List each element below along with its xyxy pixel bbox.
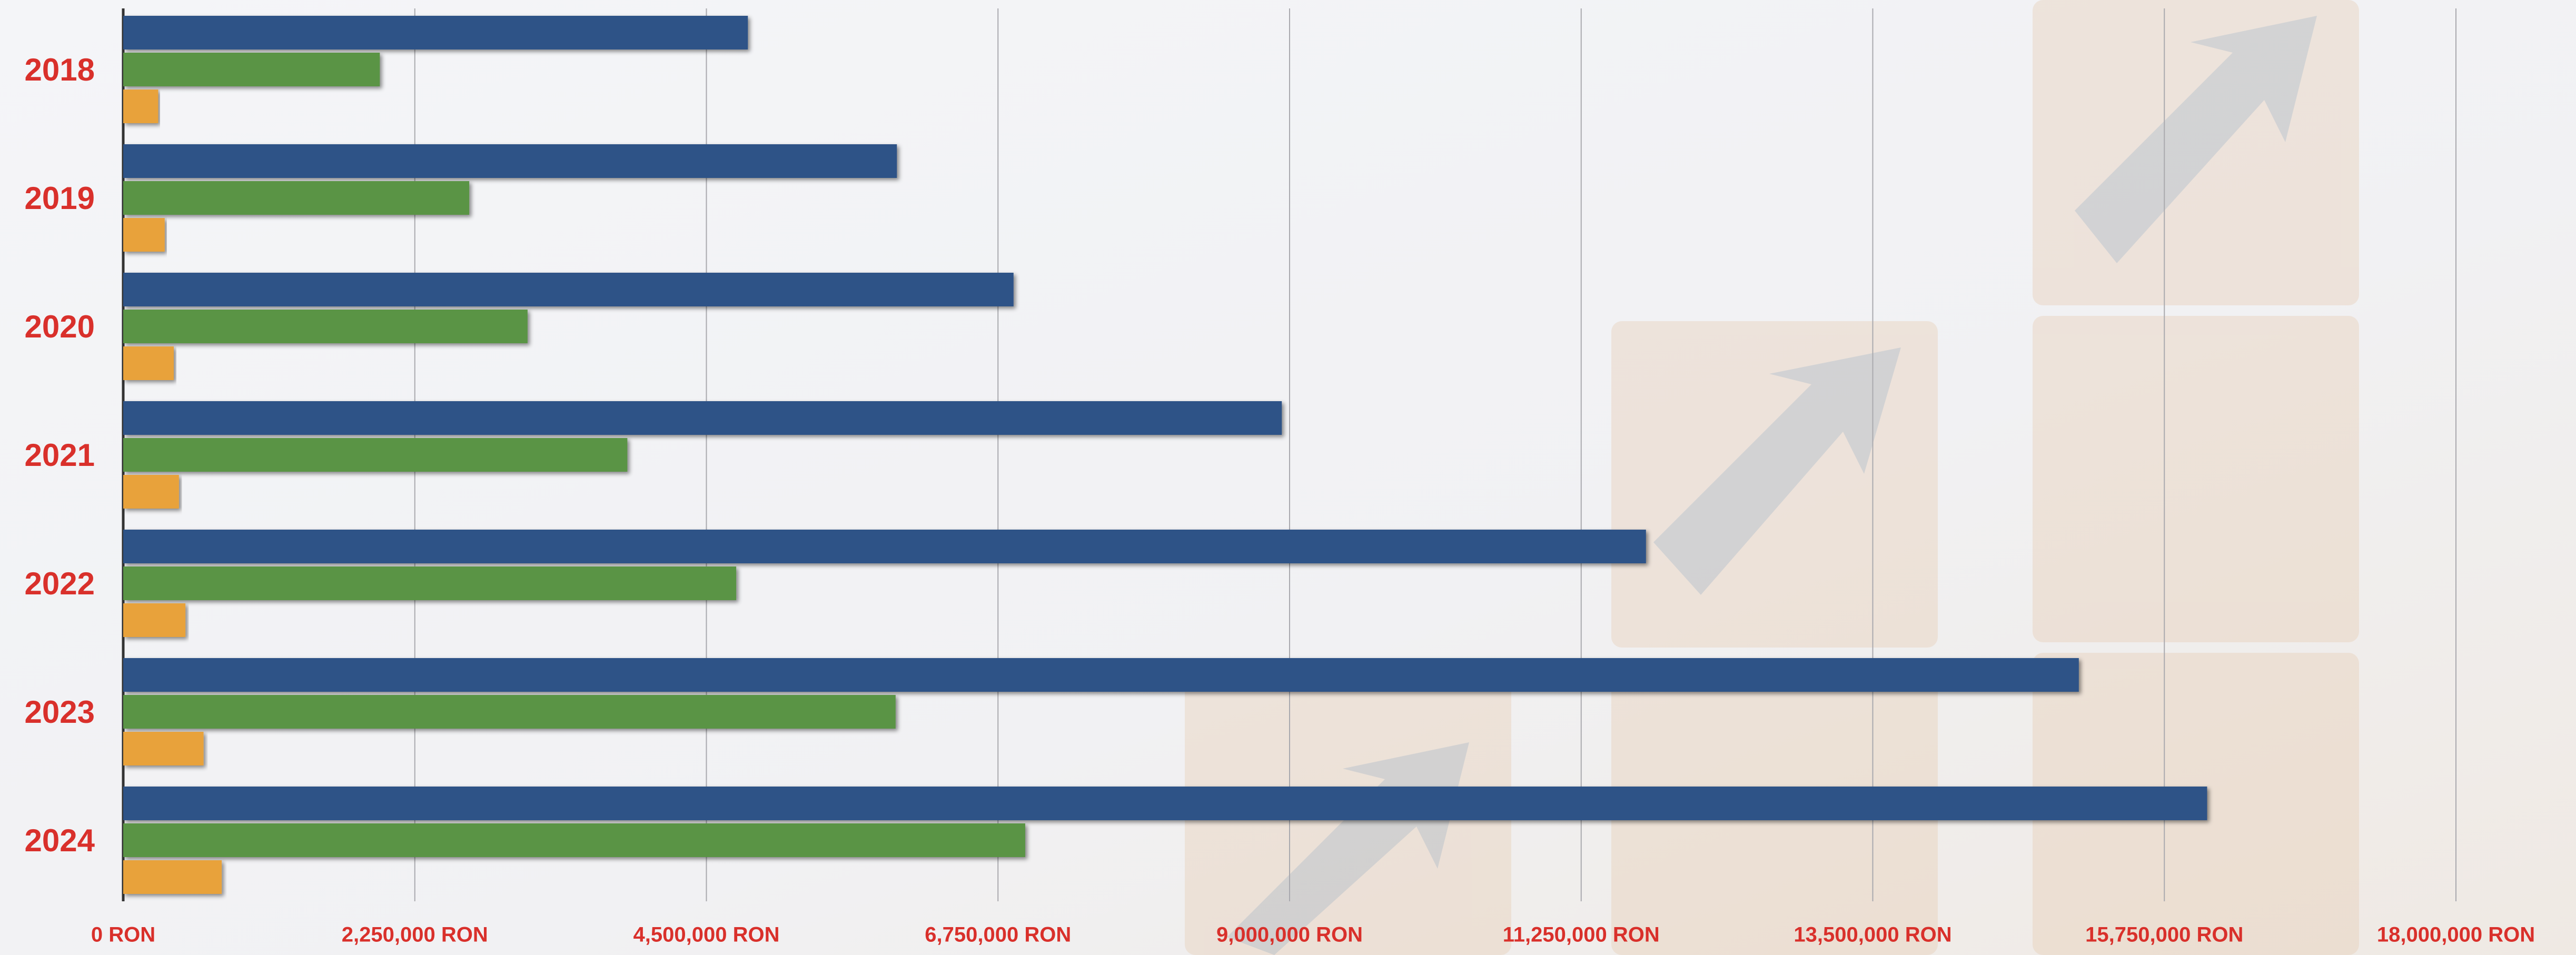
x-tick-label: 15,750,000 RON bbox=[2085, 923, 2243, 947]
bar bbox=[123, 401, 1282, 435]
y-tick-label: 2020 bbox=[25, 309, 95, 344]
y-tick-label: 2021 bbox=[25, 437, 95, 473]
y-tick-label: 2019 bbox=[25, 181, 95, 216]
x-tick-label: 9,000,000 RON bbox=[1216, 923, 1363, 947]
bar bbox=[123, 218, 165, 252]
x-tick-label: 4,500,000 RON bbox=[633, 923, 780, 947]
x-tick-label: 2,250,000 RON bbox=[342, 923, 488, 947]
x-tick-label: 0 RON bbox=[91, 923, 155, 947]
bar bbox=[123, 310, 528, 343]
bar bbox=[123, 144, 897, 178]
y-tick-label: 2023 bbox=[25, 694, 95, 730]
bar bbox=[123, 273, 1014, 306]
x-tick-label: 18,000,000 RON bbox=[2377, 923, 2535, 947]
bar bbox=[123, 346, 174, 380]
bar bbox=[123, 603, 186, 637]
y-tick-label: 2024 bbox=[25, 823, 95, 858]
bar bbox=[123, 566, 737, 600]
bar bbox=[123, 89, 158, 123]
x-tick-label: 6,750,000 RON bbox=[925, 923, 1071, 947]
bar bbox=[123, 732, 204, 765]
bar bbox=[123, 181, 470, 215]
background-decoration bbox=[1185, 0, 2359, 955]
bar bbox=[123, 695, 896, 729]
plot-area: 0 RON 2,250,000 RON 4,500,000 RON 6,750,000… bbox=[25, 8, 2535, 947]
bar bbox=[123, 53, 380, 86]
bar bbox=[123, 860, 222, 894]
x-tick-label: 11,250,000 RON bbox=[1503, 923, 1660, 947]
y-tick-label: 2018 bbox=[25, 52, 95, 87]
bar bbox=[123, 475, 179, 509]
bar bbox=[123, 787, 2207, 820]
bar bbox=[123, 823, 1025, 857]
bar bbox=[123, 438, 628, 472]
y-tick-label: 2022 bbox=[25, 566, 95, 601]
bar bbox=[123, 658, 2079, 692]
bar bbox=[123, 530, 1646, 563]
x-tick-label: 13,500,000 RON bbox=[1794, 923, 1951, 947]
bar bbox=[123, 16, 748, 49]
